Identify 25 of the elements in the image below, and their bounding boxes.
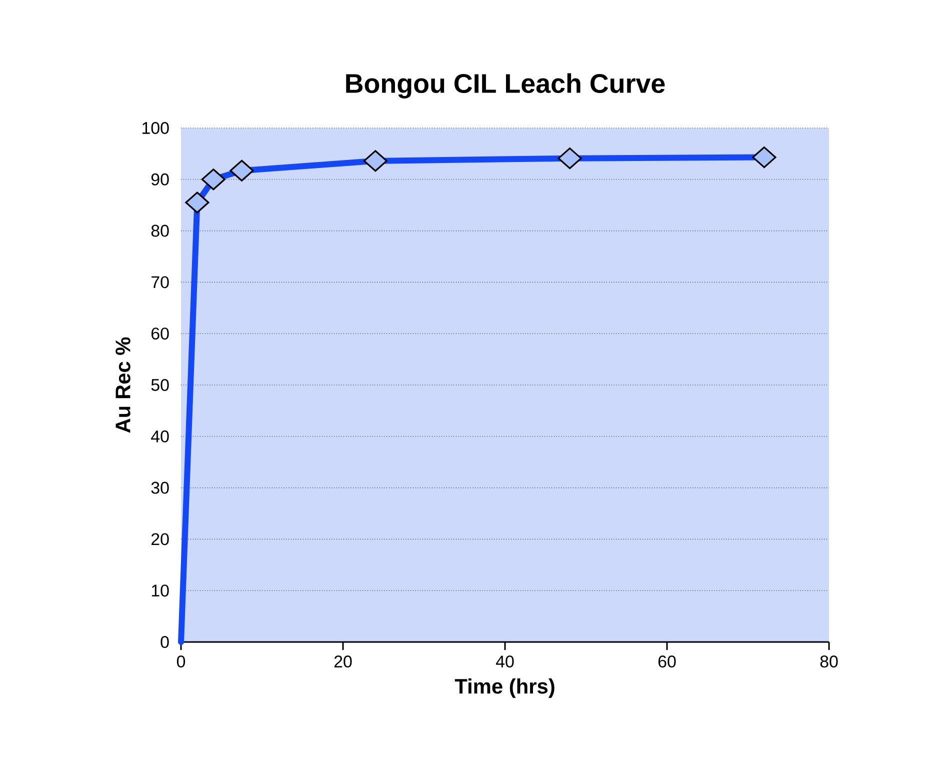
point bbox=[201, 168, 226, 190]
x-tick-label: 40 bbox=[496, 656, 514, 668]
y-tick-label: 70 bbox=[152, 276, 169, 288]
point bbox=[230, 160, 254, 182]
y-tick-label: 20 bbox=[152, 533, 169, 546]
y-tick-label: 60 bbox=[152, 328, 169, 340]
chart-title: Bongou CIL Leach Curve bbox=[346, 73, 665, 98]
point bbox=[752, 146, 776, 168]
x-tick-label: 80 bbox=[820, 656, 838, 668]
x-tick-label: 20 bbox=[334, 656, 352, 668]
x-tick-label: 0 bbox=[176, 656, 186, 668]
y-tick-label: 50 bbox=[151, 379, 169, 391]
y-tick-label: 80 bbox=[151, 224, 169, 237]
y-tick-label: 40 bbox=[151, 430, 169, 442]
point bbox=[185, 192, 210, 214]
x-tick-label: 60 bbox=[658, 656, 676, 668]
point bbox=[363, 150, 388, 172]
y-tick-label: 100 bbox=[142, 122, 169, 134]
y-tick-label: 90 bbox=[151, 173, 169, 186]
y-tick-label: 30 bbox=[151, 482, 169, 494]
point bbox=[558, 148, 582, 170]
x-axis-title: Time (hrs) bbox=[454, 678, 554, 698]
y-axis-title: Au Rec % bbox=[116, 337, 130, 433]
y-tick-label: 10 bbox=[152, 584, 169, 597]
y-tick-label: 0 bbox=[160, 636, 169, 648]
